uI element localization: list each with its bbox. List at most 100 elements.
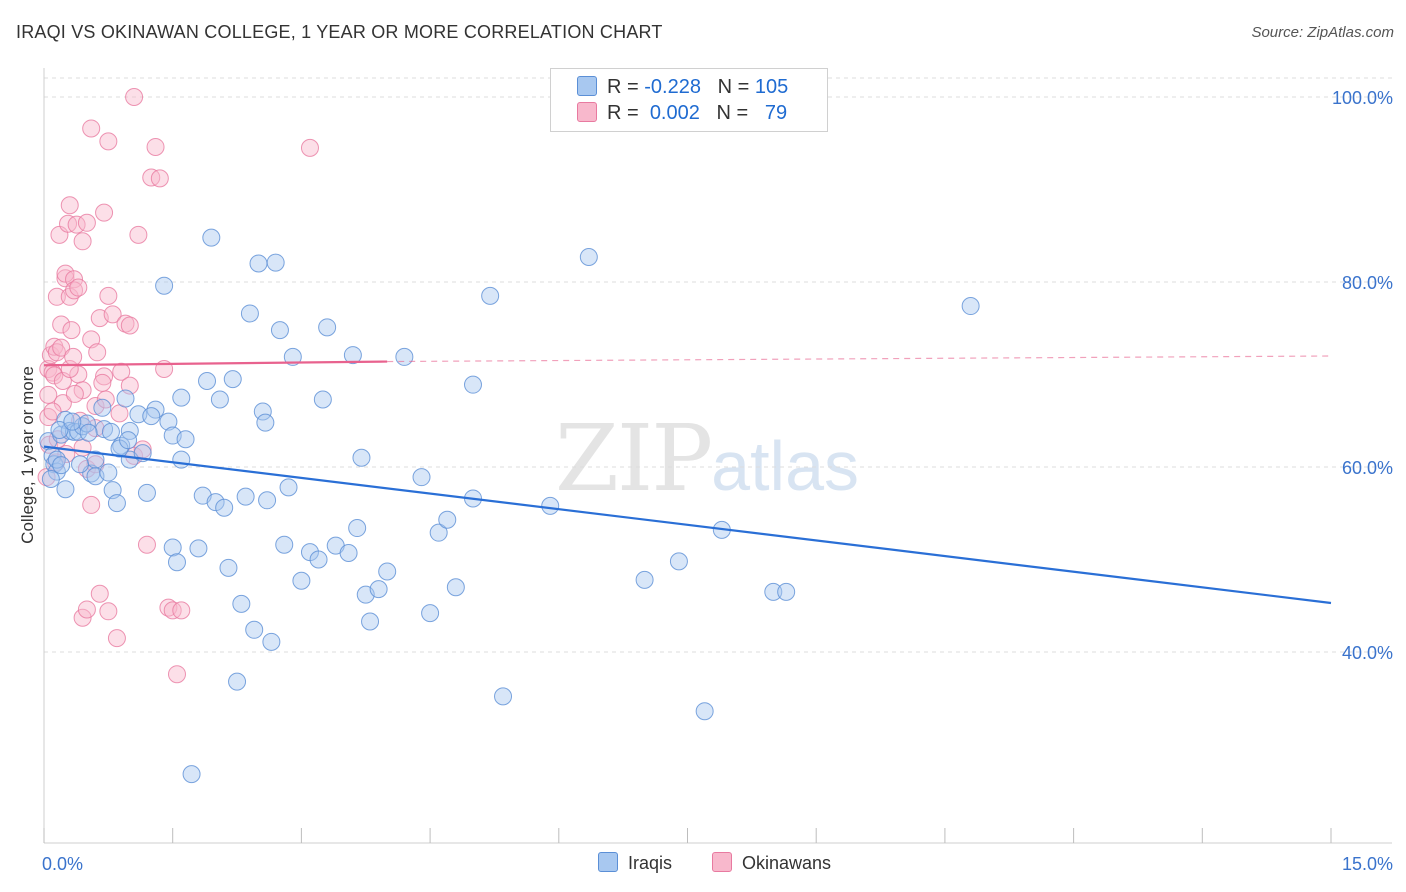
iraqis-point: [961, 297, 980, 316]
okinawans-point: [86, 396, 105, 415]
iraqis-point: [258, 491, 277, 510]
okinawans-point: [150, 169, 169, 188]
bottom-legend-label-okinawans: Okinawans: [742, 853, 832, 873]
legend-r-value: -0.228: [644, 76, 701, 98]
axes: [43, 68, 1392, 844]
iraqis-point: [63, 412, 82, 431]
iraqis-point: [249, 254, 268, 273]
iraqis-point: [240, 304, 259, 323]
iraqis-point: [137, 483, 156, 502]
iraqis-point: [232, 594, 251, 613]
iraqis-point: [41, 470, 60, 489]
iraqis-point: [167, 553, 186, 572]
iraqis-point: [395, 347, 414, 366]
iraqis-point: [210, 390, 229, 409]
okinawans-point: [82, 119, 101, 138]
okinawans-point: [56, 264, 75, 283]
legend-swatch-blue: [577, 76, 597, 96]
grid: [44, 77, 1392, 653]
okinawans-point: [73, 232, 92, 251]
iraqis-point: [318, 318, 337, 337]
iraqis-point: [45, 455, 64, 474]
watermark-atlas: atlas: [711, 427, 860, 505]
iraqis-point: [429, 523, 448, 542]
iraqis-trend-line: [43, 445, 1332, 605]
iraqis-point: [116, 389, 135, 408]
bottom-legend-swatch-pink: [712, 852, 732, 872]
okinawans-point: [146, 137, 165, 156]
iraqis-point: [101, 422, 120, 441]
iraqis-point: [256, 413, 275, 432]
iraqis-point: [79, 423, 98, 442]
okinawans-point: [99, 602, 118, 621]
okinawans-point: [93, 373, 112, 392]
source-credit: Source: ZipAtlas.com: [1251, 24, 1394, 41]
iraqis-point: [52, 456, 71, 475]
okinawans-point: [103, 305, 122, 324]
iraqis-point: [119, 431, 138, 450]
iraqis-point: [77, 414, 96, 433]
okinawans-point: [47, 287, 66, 306]
iraqis-point: [93, 398, 112, 417]
iraqis-point: [464, 375, 482, 394]
legend-n-value: 79: [764, 102, 788, 124]
iraqis-point: [339, 544, 358, 563]
iraqis-point: [163, 538, 182, 557]
iraqis-point: [279, 478, 298, 497]
iraqis-point: [695, 702, 714, 721]
iraqis-point: [155, 276, 174, 295]
x-tick-label-max: 15.0%: [1342, 854, 1393, 874]
iraqis-point: [120, 421, 139, 440]
tick-labels: 40.0% 60.0% 80.0% 100.0% 0.0% 15.0%: [42, 88, 1393, 874]
okinawans-point: [62, 321, 81, 340]
okinawans-trend-extension: [387, 355, 1332, 363]
okinawans-point: [95, 367, 114, 386]
iraqis-point: [219, 558, 238, 577]
iraqis-point: [275, 535, 294, 554]
okinawans-point: [77, 213, 96, 232]
okinawans-point: [90, 584, 109, 603]
okinawans-point: [112, 362, 131, 381]
legend-r-label: R =: [607, 102, 645, 124]
iraqis-point: [215, 498, 234, 517]
okinawans-point: [43, 402, 62, 421]
okinawans-point: [45, 366, 64, 385]
iraqis-point: [223, 370, 242, 389]
y-tick-label: 100.0%: [1332, 88, 1393, 108]
iraqis-point: [159, 412, 178, 431]
iraqis-point: [313, 390, 332, 409]
iraqis-point: [421, 604, 440, 623]
okinawans-point: [167, 665, 186, 684]
iraqis-point: [343, 346, 362, 365]
iraqis-point: [182, 765, 201, 784]
watermark: ZIPatlas: [555, 405, 859, 512]
legend-n-label: N =: [717, 76, 755, 98]
okinawans-point: [52, 315, 71, 334]
iraqis-point: [764, 582, 783, 601]
okinawans-point: [129, 225, 148, 244]
okinawans-point: [99, 132, 118, 151]
okinawans-point: [107, 629, 126, 648]
iraqis-point: [172, 450, 191, 469]
bottom-legend-swatch-blue: [598, 852, 618, 872]
iraqis-point: [481, 286, 500, 305]
okinawans-point: [65, 384, 84, 403]
okinawans-point: [95, 203, 114, 222]
iraqis-point: [253, 402, 272, 421]
legend-r-value: 0.002: [649, 102, 700, 124]
iraqis-point: [369, 580, 388, 599]
legend-row-okinawans: R = 0.002 N = 79: [577, 102, 787, 126]
iraqis-point: [99, 463, 118, 482]
okinawans-point: [88, 343, 107, 362]
iraqis-point: [494, 687, 513, 706]
okinawans-point: [77, 600, 96, 619]
iraqis-point: [189, 539, 208, 558]
trend-lines: [43, 355, 1332, 605]
legend-row-iraqis: R = -0.228 N = 105: [577, 76, 788, 100]
legend-r-label: R =: [607, 76, 645, 98]
okinawans-point: [300, 138, 319, 157]
iraqis-point: [412, 468, 431, 487]
okinawans-point: [52, 338, 71, 357]
iraqis-point: [669, 552, 688, 571]
iraqis-point: [176, 430, 195, 449]
